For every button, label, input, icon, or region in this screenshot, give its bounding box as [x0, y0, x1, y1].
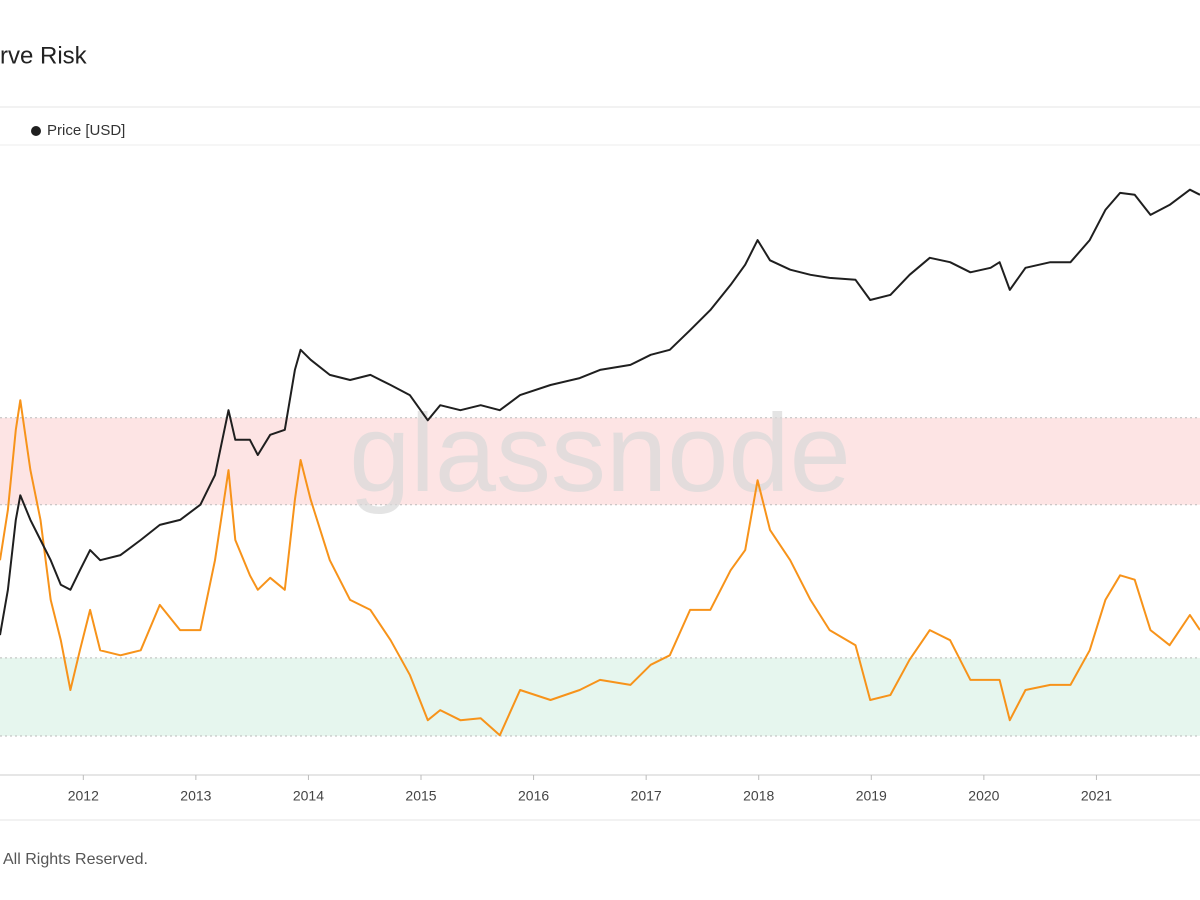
x-tick-label: 2016 [518, 788, 549, 804]
x-tick-label: 2012 [68, 788, 99, 804]
series-line [0, 188, 1200, 636]
x-tick-label: 2014 [293, 788, 324, 804]
x-tick-label: 2020 [968, 788, 999, 804]
x-tick-label: 2017 [631, 788, 662, 804]
x-tick-label: 2015 [405, 788, 436, 804]
band [0, 657, 1200, 736]
x-tick-label: 2018 [743, 788, 774, 804]
watermark: glassnode [349, 392, 851, 515]
legend: Price [USD] [31, 122, 125, 139]
series-line [0, 399, 1200, 737]
grid [0, 774, 1200, 780]
x-tick-label: 2013 [180, 788, 211, 804]
footer: All Rights Reserved. [3, 851, 148, 868]
legend-label: Price [USD] [47, 122, 125, 139]
bands [0, 417, 1200, 737]
chart-title: rve Risk [0, 42, 88, 69]
x-tick-label: 2021 [1081, 788, 1112, 804]
band [0, 417, 1200, 505]
legend-marker [31, 126, 41, 136]
x-tick-label: 2019 [856, 788, 887, 804]
